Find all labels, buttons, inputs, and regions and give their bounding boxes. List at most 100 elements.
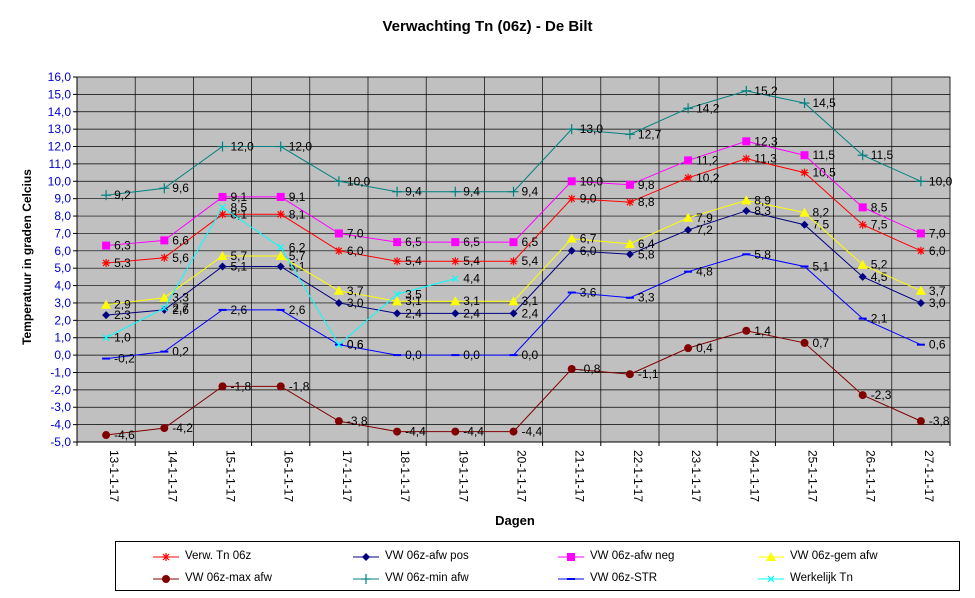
data-label: 6,7 <box>580 232 597 246</box>
data-label: 9,1 <box>289 190 306 204</box>
data-label: 4,4 <box>463 272 480 286</box>
y-tick-label: 15,0 <box>48 87 72 101</box>
data-label: 6,0 <box>929 244 946 258</box>
data-point <box>218 192 227 201</box>
legend-label: VW 06z-STR <box>590 572 658 584</box>
data-label: 14,2 <box>696 101 720 115</box>
data-label: 1,0 <box>114 331 131 345</box>
data-point <box>741 195 752 205</box>
data-label: 6,5 <box>463 235 480 249</box>
data-label: -4,6 <box>114 428 135 442</box>
data-label: 8,5 <box>871 200 888 214</box>
data-point <box>393 290 401 298</box>
data-point <box>800 338 809 347</box>
data-label: -1,8 <box>231 379 252 393</box>
data-label: 8,3 <box>754 204 771 218</box>
x-tick-label: 16-1-1-17 <box>282 450 296 502</box>
y-tick-label: -4,0 <box>50 418 71 432</box>
data-label: -4,4 <box>405 425 426 439</box>
data-label: 12,7 <box>638 127 662 141</box>
data-point <box>392 186 403 197</box>
data-label: 6,2 <box>289 240 306 254</box>
legend: Verw. Tn 06z VW 06z-afw pos VW 06z-afw neg… <box>115 541 960 591</box>
data-label: -3,8 <box>347 414 368 428</box>
data-label: 3,5 <box>405 287 422 301</box>
data-point <box>566 124 577 135</box>
y-tick-label: -5,0 <box>50 435 71 449</box>
data-point <box>509 427 518 436</box>
data-point <box>450 186 461 197</box>
data-label: 10,0 <box>929 174 953 188</box>
x-tick-label: 25-1-1-17 <box>806 450 820 502</box>
data-label: 6,5 <box>405 235 422 249</box>
data-label: 12,0 <box>289 140 313 154</box>
data-label: 8,8 <box>638 195 655 209</box>
data-point <box>858 272 867 281</box>
y-tick-label: 9,0 <box>54 192 71 206</box>
data-point <box>451 309 460 318</box>
data-point <box>102 431 111 440</box>
data-label: 5,1 <box>813 259 830 273</box>
legend-swatch <box>758 575 784 583</box>
x-tick-label: 23-1-1-17 <box>689 450 703 502</box>
y-tick-label: 3,0 <box>54 296 71 310</box>
data-point <box>916 229 925 238</box>
data-point <box>624 238 635 248</box>
data-point <box>684 344 693 353</box>
data-point <box>275 141 286 152</box>
x-tick-label: 21-1-1-17 <box>573 450 587 502</box>
data-point <box>857 259 868 269</box>
y-tick-label: 1,0 <box>54 331 71 345</box>
y-tick-label: 16,0 <box>48 70 72 84</box>
data-label: 2,6 <box>289 303 306 317</box>
data-label: 7,2 <box>696 223 713 237</box>
data-label: 3,1 <box>522 294 539 308</box>
data-point <box>102 311 111 320</box>
data-point <box>276 192 285 201</box>
data-label: 3,0 <box>347 296 364 310</box>
legend-swatch <box>353 553 379 561</box>
data-point <box>159 183 170 194</box>
data-label: 5,4 <box>522 254 539 268</box>
legend-marker <box>162 575 170 583</box>
legend-marker <box>362 553 370 561</box>
data-label: 2,3 <box>114 308 131 322</box>
legend-swatch <box>558 578 584 580</box>
data-point <box>742 154 751 163</box>
data-label: 0,6 <box>347 338 364 352</box>
data-point <box>160 253 169 262</box>
x-tick-label: 13-1-1-17 <box>107 450 121 502</box>
data-point <box>509 257 518 266</box>
data-label: -1,8 <box>289 379 310 393</box>
data-point <box>742 326 751 335</box>
data-label: 5,7 <box>289 249 306 263</box>
series-7: 1,0 2,7 8,5 6,2 0,6 3,5 4,4 <box>102 200 480 352</box>
data-label: 0,0 <box>522 348 539 362</box>
data-label: 0,0 <box>405 348 422 362</box>
data-point <box>566 233 577 243</box>
data-label: 0,7 <box>813 336 830 350</box>
data-label: 0,2 <box>172 345 189 359</box>
x-tick-label: 14-1-1-17 <box>165 450 179 502</box>
legend-label: VW 06z-max afw <box>185 572 272 584</box>
data-point <box>625 180 634 189</box>
x-tick-label: 27-1-1-17 <box>922 450 936 502</box>
data-point <box>276 382 285 391</box>
data-label: 8,1 <box>289 207 306 221</box>
data-point <box>567 246 576 255</box>
y-tick-label: -1,0 <box>50 365 71 379</box>
data-label: 9,0 <box>580 192 597 206</box>
x-tick-label: 20-1-1-17 <box>515 450 529 502</box>
data-label: 5,2 <box>871 258 888 272</box>
y-tick-label: 6,0 <box>54 244 71 258</box>
data-point <box>160 305 169 314</box>
data-point <box>509 238 518 247</box>
data-label: 12,0 <box>231 140 255 154</box>
data-point <box>916 246 925 255</box>
series-5: 9,2 9,6 12,0 12,0 10,0 9,4 9,4 9,4 13,0 12,7 14,2 1… <box>101 84 953 202</box>
data-point <box>915 285 926 295</box>
data-label: 6,0 <box>580 244 597 258</box>
data-label: 9,4 <box>522 185 539 199</box>
data-point <box>450 296 461 306</box>
data-label: 2,6 <box>172 303 189 317</box>
